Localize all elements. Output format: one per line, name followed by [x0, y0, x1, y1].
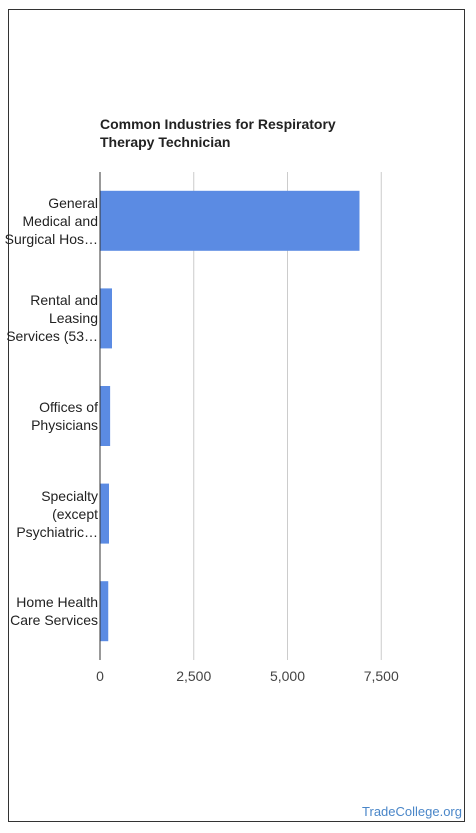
- category-label-line: Home Health: [16, 594, 98, 611]
- chart-title-line: Therapy Technician: [100, 134, 231, 150]
- category-label-line: Physicians: [31, 417, 98, 433]
- category-label-line: Leasing: [48, 310, 98, 327]
- bar-3[interactable]: [100, 483, 109, 544]
- category-label-line: Services (53…: [6, 328, 98, 345]
- chart-title-line: Common Industries for Respiratory: [100, 116, 336, 132]
- category-label-4: Home Health Care Services: [3, 593, 98, 629]
- chart-frame: [8, 9, 465, 822]
- category-label-1: Rental and Leasing Services (53…: [3, 291, 98, 345]
- category-label-line: Medical and: [22, 212, 99, 229]
- bar-1[interactable]: [100, 288, 112, 349]
- x-tick-label-1: 2,500: [176, 668, 212, 684]
- category-label-line: Psychiatric…: [16, 523, 98, 540]
- chart-title: Common Industries for Respiratory Therap…: [100, 115, 360, 151]
- bar-4[interactable]: [100, 581, 109, 642]
- x-tick-label-2: 5,000: [269, 668, 306, 684]
- bar-0[interactable]: [100, 190, 360, 251]
- category-label-3: Specialty (except Psychiatric…: [3, 487, 98, 541]
- source-link[interactable]: TradeCollege.org: [362, 804, 462, 819]
- x-tick-label-0: 0: [96, 668, 104, 684]
- category-label-line: Rental and: [30, 292, 98, 309]
- x-tick-label-3: 7,500: [363, 668, 399, 684]
- category-label-line: (except: [52, 505, 98, 522]
- category-label-0: General Medical and Surgical Hos…: [3, 194, 98, 248]
- category-label-2: Offices of Physicians: [3, 398, 98, 434]
- category-label-line: Care Services: [10, 612, 98, 629]
- category-label-line: Specialty: [41, 487, 98, 504]
- bar-2[interactable]: [100, 386, 111, 446]
- category-label-line: Offices of: [39, 399, 98, 415]
- category-label-line: General: [48, 194, 98, 211]
- category-label-line: Surgical Hos…: [4, 230, 98, 247]
